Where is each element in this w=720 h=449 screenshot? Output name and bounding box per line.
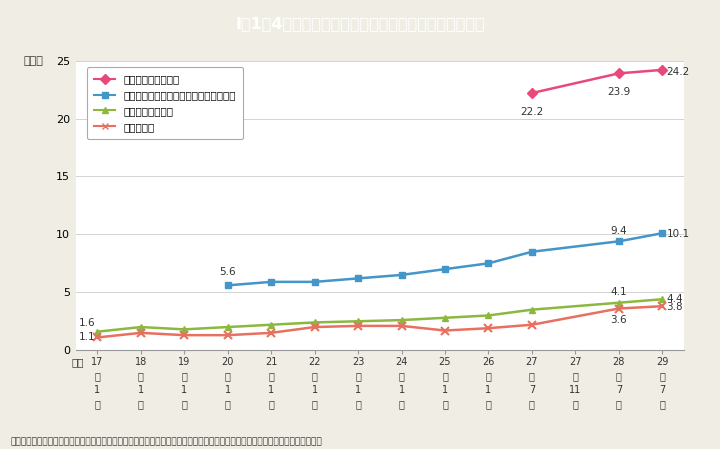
Text: 28: 28 <box>613 357 625 367</box>
Text: 11: 11 <box>570 385 582 395</box>
Text: 月: 月 <box>572 399 578 409</box>
Text: 21: 21 <box>265 357 277 367</box>
Text: 年: 年 <box>269 371 274 381</box>
Text: 1.1: 1.1 <box>78 332 95 343</box>
Text: 5.6: 5.6 <box>220 267 236 277</box>
Text: 27: 27 <box>569 357 582 367</box>
Text: 23.9: 23.9 <box>607 87 631 97</box>
Text: 月: 月 <box>355 399 361 409</box>
Text: 月: 月 <box>660 399 665 409</box>
Text: 18: 18 <box>135 357 147 367</box>
Text: 22.2: 22.2 <box>521 107 544 117</box>
Text: 3.8: 3.8 <box>667 302 683 312</box>
Text: 19: 19 <box>178 357 190 367</box>
Text: 7: 7 <box>616 385 622 395</box>
Text: 月: 月 <box>181 399 187 409</box>
Text: 9.4: 9.4 <box>611 225 627 236</box>
Text: 平成: 平成 <box>72 357 84 367</box>
Text: 月: 月 <box>442 399 448 409</box>
Text: 年: 年 <box>312 371 318 381</box>
Text: 20: 20 <box>222 357 234 367</box>
Text: 17: 17 <box>91 357 104 367</box>
Text: 年: 年 <box>355 371 361 381</box>
Text: I－1－4図　役職段階別国家公務員の女性の割合の推移: I－1－4図 役職段階別国家公務員の女性の割合の推移 <box>235 16 485 31</box>
Text: 1: 1 <box>94 385 100 395</box>
Text: 22: 22 <box>308 357 321 367</box>
Legend: 係長相当職（本省）, 国の地方機関課長・本省課長補佐相当職, 本省課室長相当職, 指定職相当: 係長相当職（本省）, 国の地方機関課長・本省課長補佐相当職, 本省課室長相当職,… <box>87 67 243 139</box>
Text: 25: 25 <box>438 357 451 367</box>
Text: 7: 7 <box>659 385 665 395</box>
Text: 月: 月 <box>616 399 622 409</box>
Text: 年: 年 <box>399 371 405 381</box>
Text: 月: 月 <box>312 399 318 409</box>
Text: 年: 年 <box>442 371 448 381</box>
Text: 年: 年 <box>572 371 578 381</box>
Text: 4.4: 4.4 <box>667 294 683 304</box>
Text: 1: 1 <box>398 385 405 395</box>
Text: 1: 1 <box>485 385 492 395</box>
Text: 年: 年 <box>225 371 230 381</box>
Text: 年: 年 <box>660 371 665 381</box>
Text: 年: 年 <box>529 371 535 381</box>
Text: 年: 年 <box>94 371 100 381</box>
Text: 月: 月 <box>138 399 144 409</box>
Text: （備考）内閣官房内閣人事局「女性国家公務員の登用状況及び国家公務員の育児休業等の取得状況のフォローアップ」より作成。: （備考）内閣官房内閣人事局「女性国家公務員の登用状況及び国家公務員の育児休業等の… <box>11 438 323 447</box>
Text: 年: 年 <box>616 371 622 381</box>
Text: 年: 年 <box>138 371 144 381</box>
Text: 24: 24 <box>395 357 408 367</box>
Text: （％）: （％） <box>24 56 44 66</box>
Text: 1: 1 <box>225 385 231 395</box>
Text: 1: 1 <box>268 385 274 395</box>
Text: 年: 年 <box>485 371 491 381</box>
Text: 1: 1 <box>312 385 318 395</box>
Text: 月: 月 <box>269 399 274 409</box>
Text: 7: 7 <box>528 385 535 395</box>
Text: 月: 月 <box>529 399 535 409</box>
Text: 26: 26 <box>482 357 495 367</box>
Text: 年: 年 <box>181 371 187 381</box>
Text: 1: 1 <box>442 385 448 395</box>
Text: 3.6: 3.6 <box>611 315 627 325</box>
Text: 4.1: 4.1 <box>611 287 627 297</box>
Text: 1: 1 <box>181 385 187 395</box>
Text: 1: 1 <box>355 385 361 395</box>
Text: 月: 月 <box>94 399 100 409</box>
Text: 1: 1 <box>138 385 144 395</box>
Text: 月: 月 <box>485 399 491 409</box>
Text: 1.6: 1.6 <box>78 318 95 328</box>
Text: 月: 月 <box>399 399 405 409</box>
Text: 24.2: 24.2 <box>667 67 690 77</box>
Text: 29: 29 <box>656 357 668 367</box>
Text: 10.1: 10.1 <box>667 229 690 239</box>
Text: 27: 27 <box>526 357 538 367</box>
Text: 23: 23 <box>352 357 364 367</box>
Text: 月: 月 <box>225 399 230 409</box>
